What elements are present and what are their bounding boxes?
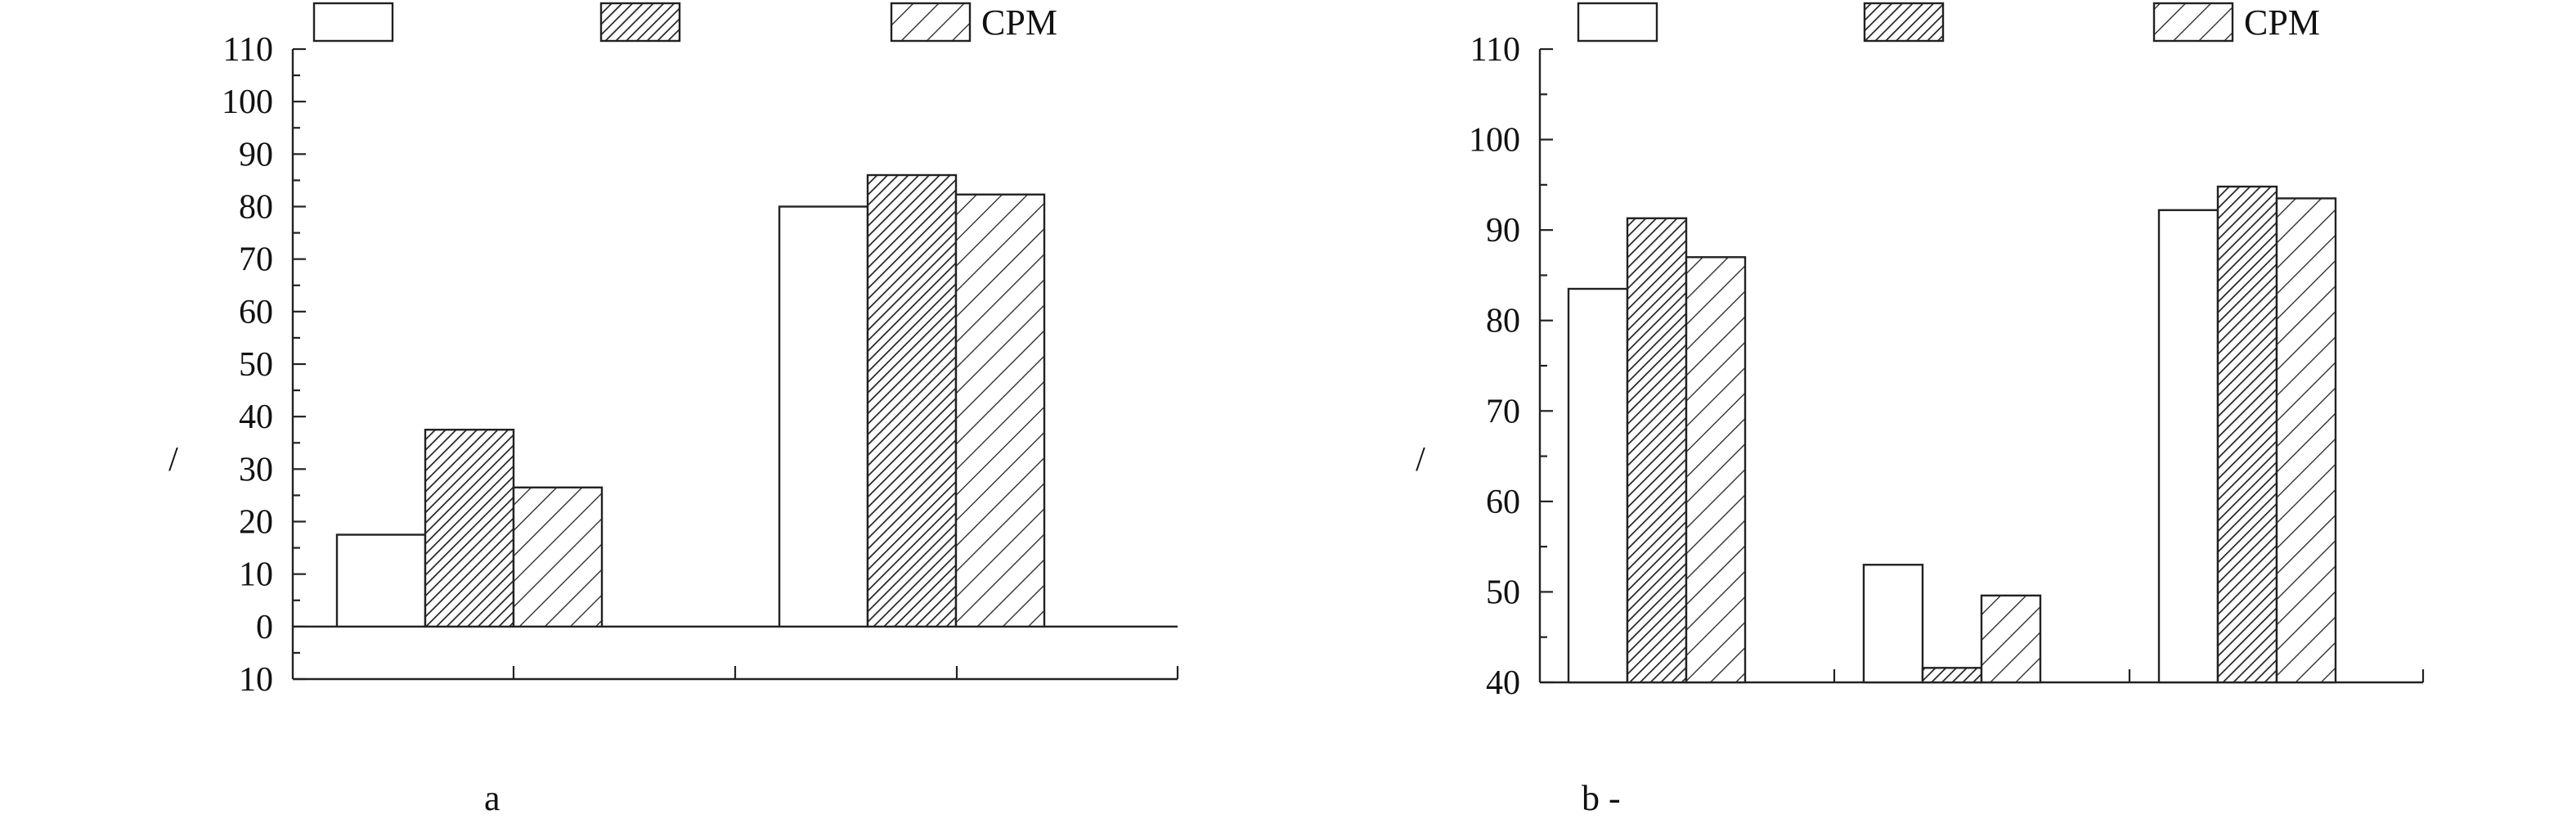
y-tick-label: 10 <box>239 556 273 594</box>
chart-caption: a <box>484 778 500 818</box>
y-tick-label: 70 <box>1486 393 1520 430</box>
y-tick-label: 90 <box>1486 212 1520 250</box>
y-tick-label: 70 <box>239 241 273 279</box>
legend-label: CPM <box>2244 2 2320 43</box>
bar-dense-hatch-1 <box>424 429 515 628</box>
y-tick-label: 40 <box>1486 664 1520 702</box>
bar-dense-hatch-3 <box>2216 185 2278 684</box>
y-tick-label: 60 <box>1486 484 1520 521</box>
bar-dense-hatch-2 <box>1921 667 1983 684</box>
y-tick-label: 50 <box>1486 574 1520 611</box>
y-tick-label: 100 <box>222 83 273 121</box>
bar-sparse-hatch-1 <box>1685 256 1747 684</box>
bar-open-3 <box>2157 209 2219 684</box>
y-tick-label: 50 <box>239 346 273 384</box>
y-axis-label: / <box>168 441 178 479</box>
legend-label: CPM <box>981 2 1057 43</box>
legend-swatch-open <box>1577 2 1658 43</box>
legend-swatch-open <box>312 2 394 43</box>
bar-sparse-hatch-2 <box>1980 594 2042 684</box>
legend-swatch-dense-hatch <box>599 2 681 43</box>
y-axis-label: / <box>1416 441 1425 479</box>
y-tick-label: 80 <box>1486 303 1520 340</box>
y-tick-label: 110 <box>223 31 273 69</box>
legend-swatch-sparse-hatch <box>2152 2 2234 43</box>
y-tick-label: 40 <box>239 398 273 436</box>
y-tick-label: 30 <box>239 451 273 488</box>
bar-sparse-hatch-2 <box>954 193 1046 628</box>
y-tick-label: 80 <box>239 189 273 227</box>
bar-open-1 <box>1567 287 1629 684</box>
y-tick-label: 10 <box>239 661 273 699</box>
legend-swatch-dense-hatch <box>1863 2 1945 43</box>
bar-dense-hatch-1 <box>1626 217 1688 684</box>
bar-dense-hatch-2 <box>866 173 958 628</box>
bar-sparse-hatch-3 <box>2275 197 2337 684</box>
y-tick-label: 110 <box>1470 31 1520 69</box>
y-tick-label: 20 <box>239 504 273 542</box>
bar-sparse-hatch-1 <box>512 486 604 628</box>
legend-swatch-sparse-hatch <box>890 2 972 43</box>
y-tick-label: 90 <box>239 136 273 173</box>
bar-open-2 <box>1862 564 1924 684</box>
bar-open-1 <box>335 533 427 628</box>
y-tick-label: 0 <box>256 609 273 646</box>
y-tick-label: 100 <box>1469 122 1520 160</box>
chart-caption: b - <box>1582 778 1621 818</box>
y-tick-label: 60 <box>239 294 273 331</box>
chart-b: 110 100 90 80 70 60 50 40 CPM / b - <box>1416 2 2425 818</box>
bar-open-2 <box>778 205 869 628</box>
